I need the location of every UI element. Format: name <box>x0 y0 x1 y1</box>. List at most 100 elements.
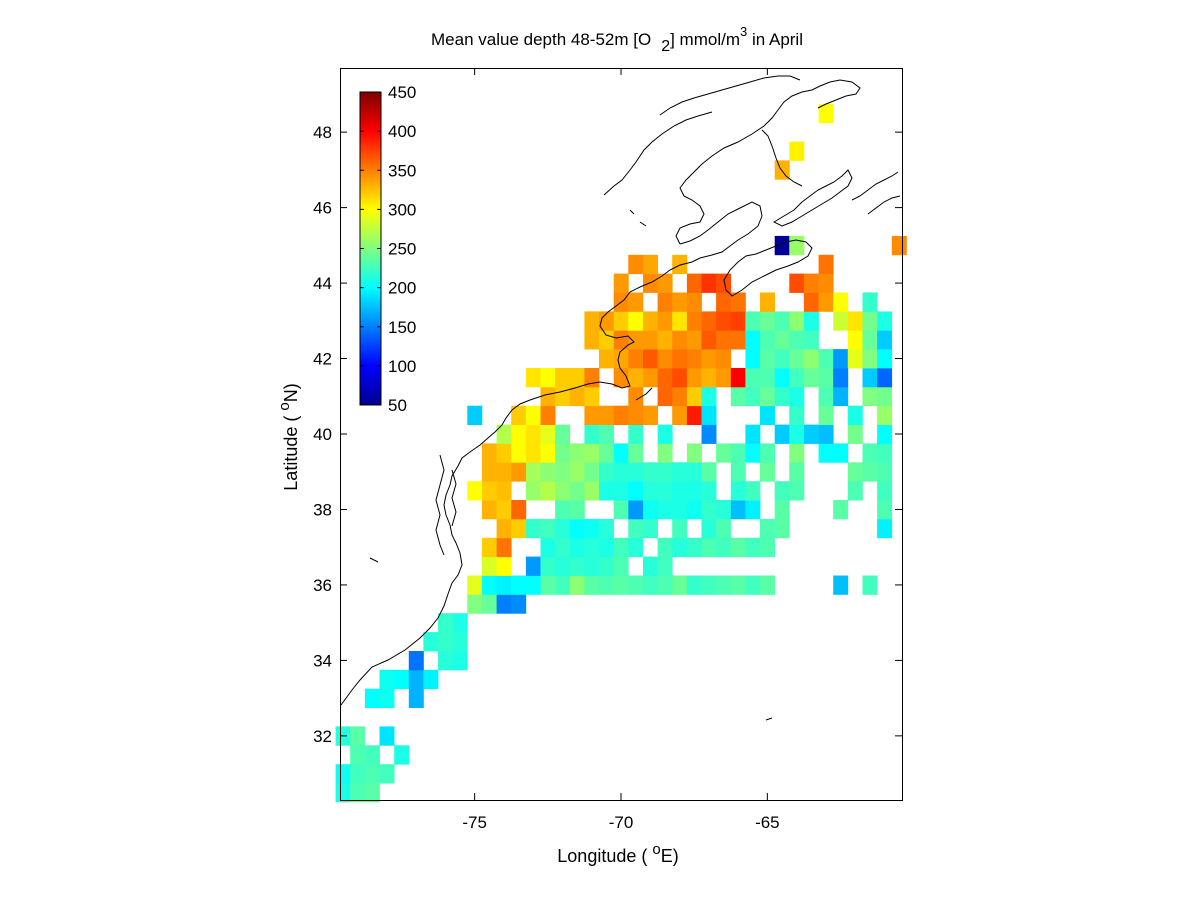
heatmap-cell <box>716 311 732 331</box>
heatmap-cell <box>862 368 878 388</box>
heatmap-cell <box>657 330 673 350</box>
heatmap-cell <box>847 311 863 331</box>
heatmap-cell <box>496 462 512 482</box>
heatmap-cell <box>774 481 790 501</box>
heatmap-cell <box>613 368 629 388</box>
heatmap-cell <box>672 500 688 520</box>
heatmap-cell <box>613 311 629 331</box>
heatmap-cell <box>613 537 629 558</box>
heatmap-cell <box>438 632 454 652</box>
heatmap-cell <box>643 311 658 331</box>
heatmap-cell <box>730 330 746 350</box>
heatmap-cell <box>701 349 717 369</box>
heatmap-cell <box>613 443 629 463</box>
heatmap-cell <box>803 368 819 388</box>
heatmap-cell <box>408 669 424 690</box>
heatmap-cell <box>482 462 497 482</box>
heatmap-cell <box>511 575 527 595</box>
y-axis-label: Latitude ( oN) <box>276 383 301 490</box>
heatmap-cell <box>701 537 717 558</box>
heatmap-cell <box>569 556 585 576</box>
heatmap-cell <box>730 500 746 520</box>
heatmap-cell <box>628 311 644 331</box>
heatmap-cell <box>423 669 439 690</box>
heatmap-cell <box>584 311 600 331</box>
heatmap-cell <box>555 481 571 501</box>
heatmap-cell <box>745 349 761 369</box>
heatmap-cell <box>833 292 849 312</box>
heatmap-cell <box>496 518 512 539</box>
heatmap-cell <box>613 500 629 520</box>
heatmap-cell <box>423 632 439 652</box>
y-tick-label: 40 <box>313 425 332 444</box>
heatmap-cell <box>686 500 702 520</box>
heatmap-cell <box>657 273 673 293</box>
heatmap-cell <box>628 500 644 520</box>
y-tick-label: 48 <box>313 123 332 142</box>
heatmap-cell <box>584 575 600 595</box>
heatmap-cell <box>657 311 673 331</box>
heatmap-cell <box>774 349 790 369</box>
heatmap-cell <box>877 368 893 388</box>
heatmap-cell <box>701 500 717 520</box>
heatmap-cell <box>818 254 834 275</box>
heatmap-cell <box>818 386 834 407</box>
y-tick-label: 32 <box>313 727 332 746</box>
heatmap-cell <box>818 273 834 293</box>
heatmap-cell <box>408 688 424 708</box>
heatmap-cell <box>672 349 688 369</box>
heatmap-cell <box>628 292 644 312</box>
heatmap-cell <box>774 500 790 520</box>
heatmap-cell <box>643 462 658 482</box>
heatmap-cell <box>833 311 849 331</box>
heatmap-cell <box>672 537 688 558</box>
heatmap-cell <box>584 537 600 558</box>
heatmap-cell <box>525 368 541 388</box>
heatmap-cell <box>862 330 878 350</box>
y-axis-label-sup: o <box>276 402 293 410</box>
heatmap-cell <box>569 500 585 520</box>
colorbar-tick-label: 350 <box>388 161 416 180</box>
heatmap-cell <box>789 386 805 407</box>
heatmap-cell <box>379 764 395 784</box>
heatmap-cell <box>599 575 614 595</box>
heatmap-cell <box>672 368 688 388</box>
heatmap-cell <box>628 330 644 350</box>
heatmap-cell <box>482 500 497 520</box>
heatmap-cell <box>701 368 717 388</box>
heatmap-cell <box>760 386 775 407</box>
heatmap-cell <box>730 462 746 482</box>
heatmap-cell <box>745 500 761 520</box>
x-axis-ticks: -75 -70 -65 <box>462 68 780 832</box>
y-tick-label: 34 <box>313 651 332 670</box>
heatmap-cell <box>628 386 644 407</box>
heatmap-cell <box>789 235 805 256</box>
heatmap-cell <box>760 368 775 388</box>
heatmap-cell <box>833 500 849 520</box>
heatmap-cell <box>701 424 717 444</box>
heatmap-cell <box>569 462 585 482</box>
y-tick-label: 42 <box>313 350 332 369</box>
heatmap-cell <box>774 386 790 407</box>
heatmap-cell <box>657 424 673 444</box>
colorbar-ticks: 50 100 150 200 250 300 350 400 450 <box>360 83 416 415</box>
heatmap-cell <box>613 330 629 350</box>
heatmap-cell <box>745 386 761 407</box>
heatmap-cell <box>789 311 805 331</box>
heatmap-cell <box>716 575 732 595</box>
colorbar-tick-label: 150 <box>388 318 416 337</box>
heatmap-cell <box>730 292 746 312</box>
heatmap-cell <box>482 481 497 501</box>
heatmap-cell <box>672 330 688 350</box>
heatmap-cell <box>482 594 497 614</box>
heatmap-cell <box>350 764 366 784</box>
heatmap-cell <box>482 537 497 558</box>
heatmap-cell <box>803 330 819 350</box>
x-axis-label-pre: Longitude ( <box>557 846 652 866</box>
heatmap-cell <box>643 556 658 576</box>
heatmap-cell <box>569 386 585 407</box>
heatmap-cell <box>525 424 541 444</box>
heatmap-cell <box>584 405 600 425</box>
heatmap-cell <box>643 518 658 539</box>
heatmap-cell <box>584 443 600 463</box>
